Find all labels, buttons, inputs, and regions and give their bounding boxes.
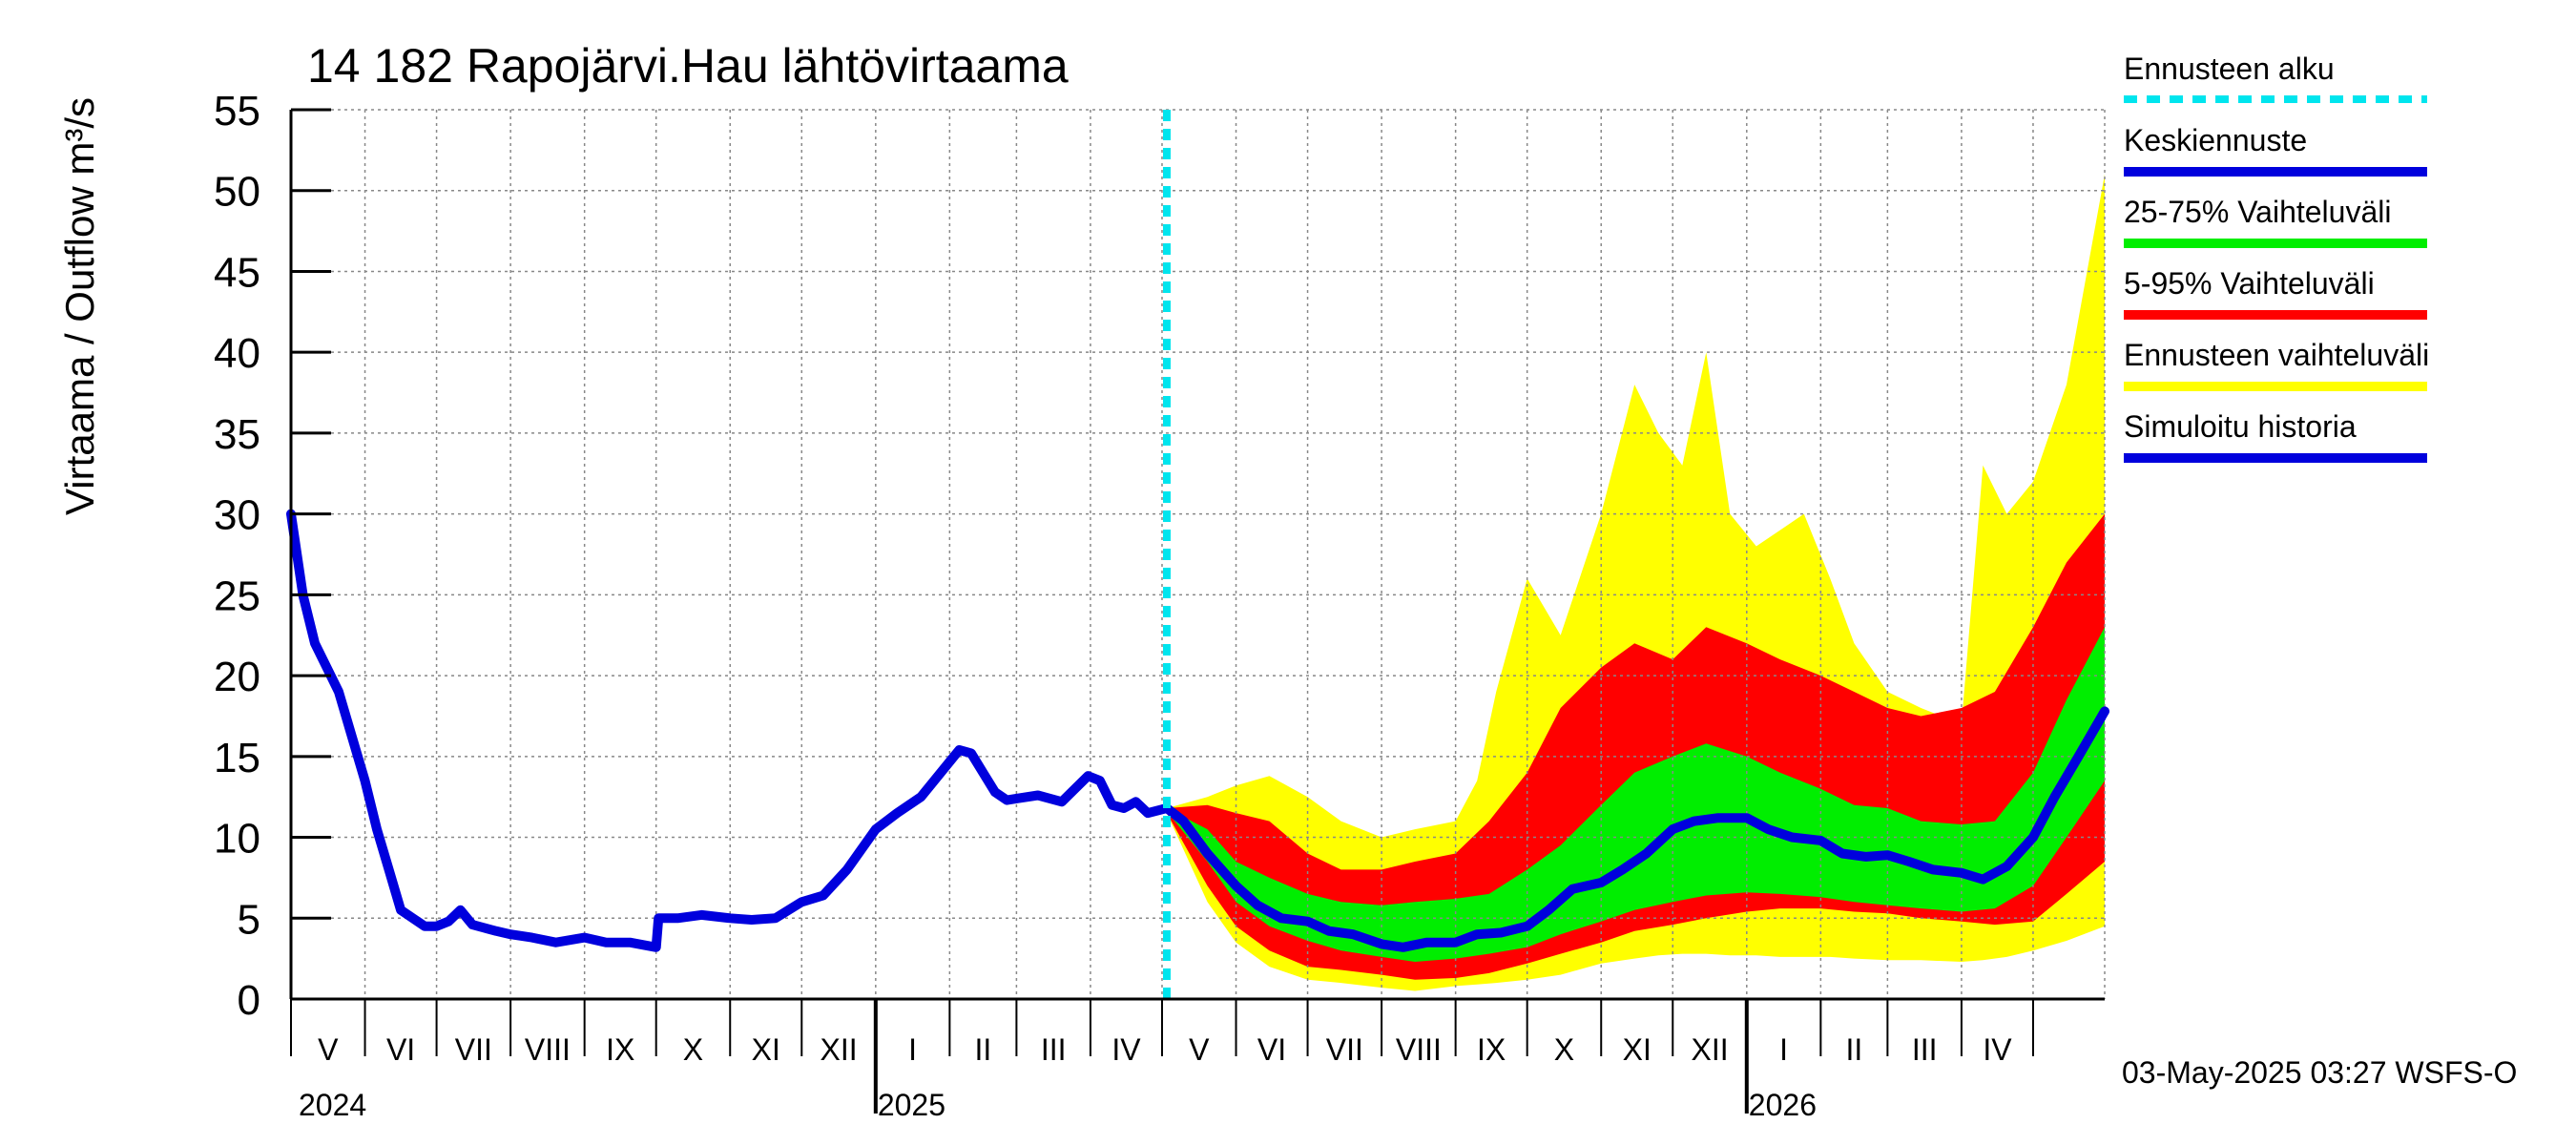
month-label: XII: [820, 1032, 857, 1067]
month-label: IX: [1477, 1032, 1506, 1067]
legend: Ennusteen alku Keskiennuste 25-75% Vaiht…: [2124, 48, 2544, 477]
year-label: 2026: [1749, 1088, 1817, 1122]
month-label: VII: [1326, 1032, 1363, 1067]
legend-label: 25-75% Vaihteluväli: [2124, 195, 2392, 229]
month-label: VI: [1257, 1032, 1286, 1067]
month-label: IV: [1111, 1032, 1141, 1067]
legend-swatch: [2124, 453, 2427, 463]
month-label: VIII: [1396, 1032, 1442, 1067]
month-label: II: [974, 1032, 991, 1067]
month-label: III: [1041, 1032, 1067, 1067]
legend-swatch: [2124, 239, 2427, 248]
timestamp-footer: 03-May-2025 03:27 WSFS-O: [2122, 1055, 2518, 1090]
month-label: II: [1845, 1032, 1862, 1067]
y-tick-label: 45: [214, 249, 260, 296]
y-tick-label: 10: [214, 816, 260, 863]
y-tick-label: 50: [214, 169, 260, 216]
legend-label: Ennusteen alku: [2124, 52, 2335, 86]
legend-swatch: [2124, 310, 2427, 320]
month-label: X: [1554, 1032, 1574, 1067]
band-25-75-vaihteluv-li: [1167, 627, 2105, 962]
y-axis-label: Virtaama / Outflow m³/s: [57, 96, 102, 515]
month-label: I: [908, 1032, 917, 1067]
y-tick-label: 55: [214, 88, 260, 135]
legend-swatch: [2124, 167, 2427, 177]
y-tick-label: 25: [214, 572, 260, 619]
legend-item-25-75: 25-75% Vaihteluväli: [2124, 191, 2544, 262]
y-tick-label: 35: [214, 411, 260, 458]
month-label: VI: [386, 1032, 415, 1067]
simulated-history-line: [286, 509, 1172, 952]
forecast-bands: [1167, 174, 2105, 991]
legend-item-5-95: 5-95% Vaihteluväli: [2124, 262, 2544, 334]
month-label: I: [1779, 1032, 1788, 1067]
series-lines: [286, 110, 2109, 999]
month-label: V: [1189, 1032, 1210, 1067]
legend-item-forecast-start: Ennusteen alku: [2124, 48, 2544, 119]
legend-label: 5-95% Vaihteluväli: [2124, 266, 2375, 301]
month-label: VII: [455, 1032, 492, 1067]
median-forecast-line: [1162, 706, 2109, 952]
y-tick-label: 30: [214, 492, 260, 539]
month-label: IV: [1983, 1032, 2012, 1067]
month-label: XI: [1623, 1032, 1652, 1067]
y-tick-label: 0: [238, 977, 260, 1024]
month-label: X: [683, 1032, 703, 1067]
y-tick-label: 5: [238, 896, 260, 943]
legend-label: Keskiennuste: [2124, 123, 2308, 157]
legend-swatch: [2124, 95, 2427, 103]
legend-label: Ennusteen vaihteluväli: [2124, 338, 2430, 372]
chart-title: 14 182 Rapojärvi.Hau lähtövirtaama: [307, 39, 1069, 93]
y-tick-label: 40: [214, 330, 260, 377]
legend-item-forecast-range: Ennusteen vaihteluväli: [2124, 334, 2544, 406]
y-tick-label: 15: [214, 735, 260, 781]
year-label: 2024: [299, 1088, 366, 1122]
month-label: VIII: [525, 1032, 571, 1067]
month-label: V: [318, 1032, 339, 1067]
legend-swatch: [2124, 382, 2427, 391]
month-label: IX: [606, 1032, 634, 1067]
legend-item-median-forecast: Keskiennuste: [2124, 119, 2544, 191]
legend-label: Simuloitu historia: [2124, 409, 2357, 444]
year-label: 2025: [878, 1088, 945, 1122]
y-tick-label: 20: [214, 654, 260, 700]
month-label: XII: [1691, 1032, 1728, 1067]
legend-item-simulated-history: Simuloitu historia: [2124, 406, 2544, 477]
month-label: III: [1912, 1032, 1938, 1067]
month-label: XI: [752, 1032, 780, 1067]
